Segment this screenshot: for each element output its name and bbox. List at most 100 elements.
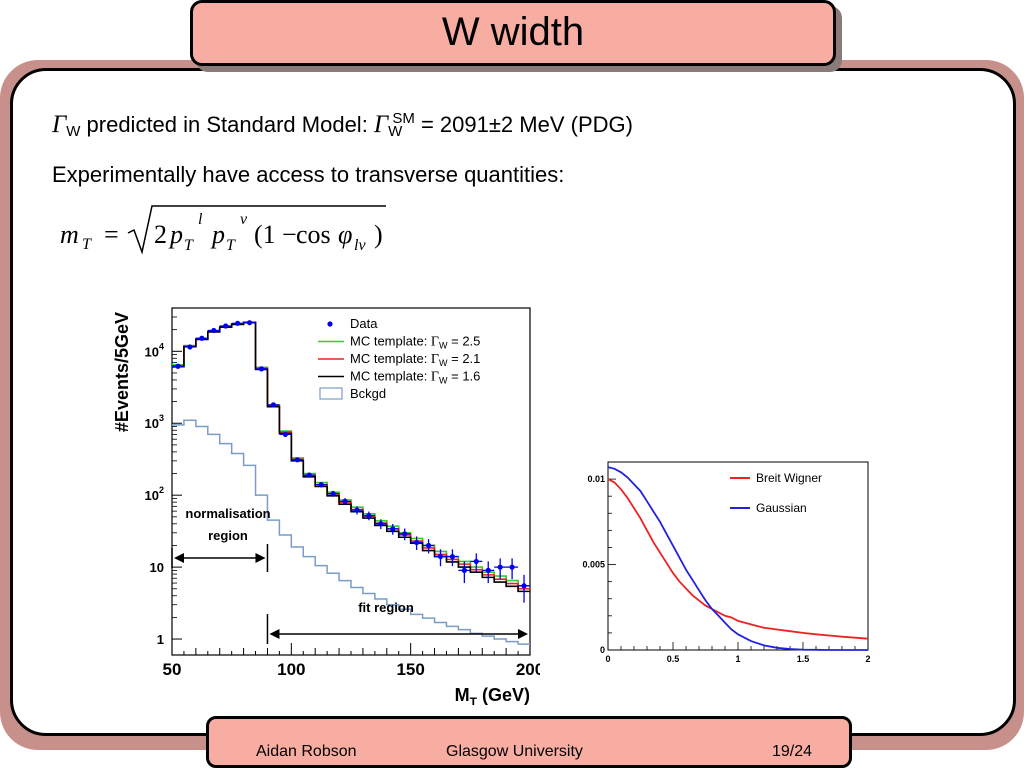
legend-bckgd-box <box>319 387 343 400</box>
data-point <box>437 553 444 560</box>
data-point <box>402 531 408 537</box>
lineshape-y-tick-label: 0.01 <box>587 474 605 484</box>
region-label: region <box>208 528 248 543</box>
y-tick-exponent: 4 <box>159 341 164 351</box>
lineshape-x-tick-label: 0.5 <box>667 654 680 664</box>
legend-sub-3: W <box>439 376 448 386</box>
data-point <box>270 402 277 408</box>
x-axis-label-unit: (GeV) <box>477 685 530 705</box>
fit-region-arrow-left-head <box>269 629 280 639</box>
lineshape-legend-label-0: Breit Wigner <box>756 471 822 485</box>
legend-sub-1: W <box>439 341 448 351</box>
sqrt-sign <box>127 205 386 255</box>
footer-author: Aidan Robson <box>256 743 357 760</box>
data-point <box>390 526 396 532</box>
footer-page-number: 19/24 <box>772 743 813 760</box>
series-mc-template-w-1-6 <box>172 321 530 593</box>
pdg-value: = 2091±2 MeV (PDG) <box>414 112 633 137</box>
legend-label-3: MC template: ΓW = 1.6 <box>350 369 480 386</box>
legend-label-1: MC template: ΓW = 2.5 <box>350 334 480 351</box>
y-tick-exponent: 3 <box>159 413 164 423</box>
fit-region-arrow-right-head <box>518 629 528 639</box>
data-point <box>235 320 241 326</box>
legend-suffix-2: = 2.1 <box>448 351 481 366</box>
data-point <box>366 513 372 519</box>
formula-p2: p <box>210 220 225 249</box>
x-tick-label: 100 <box>277 660 305 679</box>
formula-cos: cos <box>296 220 331 249</box>
subscript-w-2: W <box>388 123 403 140</box>
y-tick-label: 104 <box>145 341 164 359</box>
y-tick-label: 102 <box>145 485 164 503</box>
lineshape-x-tick-label: 0 <box>605 654 610 664</box>
data-point <box>246 320 253 326</box>
footer-tab <box>206 716 852 768</box>
formula-m: m <box>60 220 79 249</box>
legend-suffix-1: = 2.5 <box>448 334 481 349</box>
legend-label-2: MC template: ΓW = 2.1 <box>350 351 480 368</box>
legend-greek-1: Γ <box>431 335 439 350</box>
lineshape-x-tick-label: 1.5 <box>797 654 810 664</box>
data-point <box>473 558 479 565</box>
x-axis-label: MT (GeV) <box>455 685 530 705</box>
data-point <box>461 567 467 573</box>
data-point <box>497 564 503 570</box>
data-point <box>354 507 360 513</box>
formula-p1-sup: l <box>198 211 203 228</box>
formula-two: 2 <box>154 220 167 249</box>
subscript-w: W <box>66 123 81 140</box>
lineshape-breit-wigner <box>607 478 869 640</box>
legend-label-0: Data <box>350 316 378 331</box>
data-point <box>175 363 181 369</box>
data-point <box>282 431 288 437</box>
formula-p1: p <box>168 220 183 249</box>
formula-paren-close: ) <box>374 220 383 249</box>
formula-phi-sub: lν <box>354 237 366 254</box>
lineshape-x-tick-label: 1 <box>735 654 740 664</box>
data-point <box>330 491 336 497</box>
data-point <box>342 498 348 504</box>
footer-institution: Glasgow University <box>446 743 583 760</box>
data-point <box>509 564 515 570</box>
data-point <box>294 457 300 463</box>
lineshape-x-tick-label: 2 <box>865 654 870 664</box>
data-point <box>521 583 527 589</box>
data-point <box>187 344 193 350</box>
formula-equals: = <box>104 220 119 249</box>
data-point <box>449 553 456 560</box>
lineshape-frame <box>607 461 869 651</box>
formula-phi: φ <box>338 220 352 249</box>
formula-paren-open: (1 <box>254 220 276 249</box>
data-point <box>485 567 491 573</box>
formula-minus: − <box>282 220 297 249</box>
y-tick-label: 10 <box>150 560 164 575</box>
normalisation-label: normalisation <box>185 506 270 521</box>
y-tick-exponent: 2 <box>159 485 164 495</box>
transverse-quantities-line: Experimentally have access to transverse… <box>52 162 565 187</box>
data-point <box>306 472 312 478</box>
title-tab <box>190 0 836 66</box>
y-axis-label: #Events/5GeV <box>112 312 132 432</box>
data-point <box>211 327 217 334</box>
legend-suffix-3: = 1.6 <box>448 369 481 384</box>
normalisation-arrow-left-head <box>174 553 184 563</box>
x-tick-label: 50 <box>163 660 182 679</box>
data-point <box>378 521 384 527</box>
lineshape-gaussian <box>607 466 868 651</box>
legend-sub-2: W <box>439 358 448 368</box>
formula-p2-sup: ν <box>240 211 248 228</box>
data-point <box>223 323 229 329</box>
predicted-text: predicted in Standard Model: <box>80 112 374 137</box>
legend-greek-3: Γ <box>431 370 439 385</box>
y-tick-label: 1 <box>157 632 164 647</box>
x-axis-label-sub: T <box>470 695 478 705</box>
data-point <box>258 366 265 372</box>
data-point <box>414 539 420 546</box>
mt-formula: m T = 2 p T l p T ν (1 − cos φ lν ) <box>60 205 386 255</box>
data-point <box>199 335 205 341</box>
gamma-symbol: Γ <box>52 111 67 138</box>
formula-m-sub: T <box>82 236 92 253</box>
plot-frame <box>171 307 531 656</box>
normalisation-arrow-right-head <box>255 553 266 563</box>
